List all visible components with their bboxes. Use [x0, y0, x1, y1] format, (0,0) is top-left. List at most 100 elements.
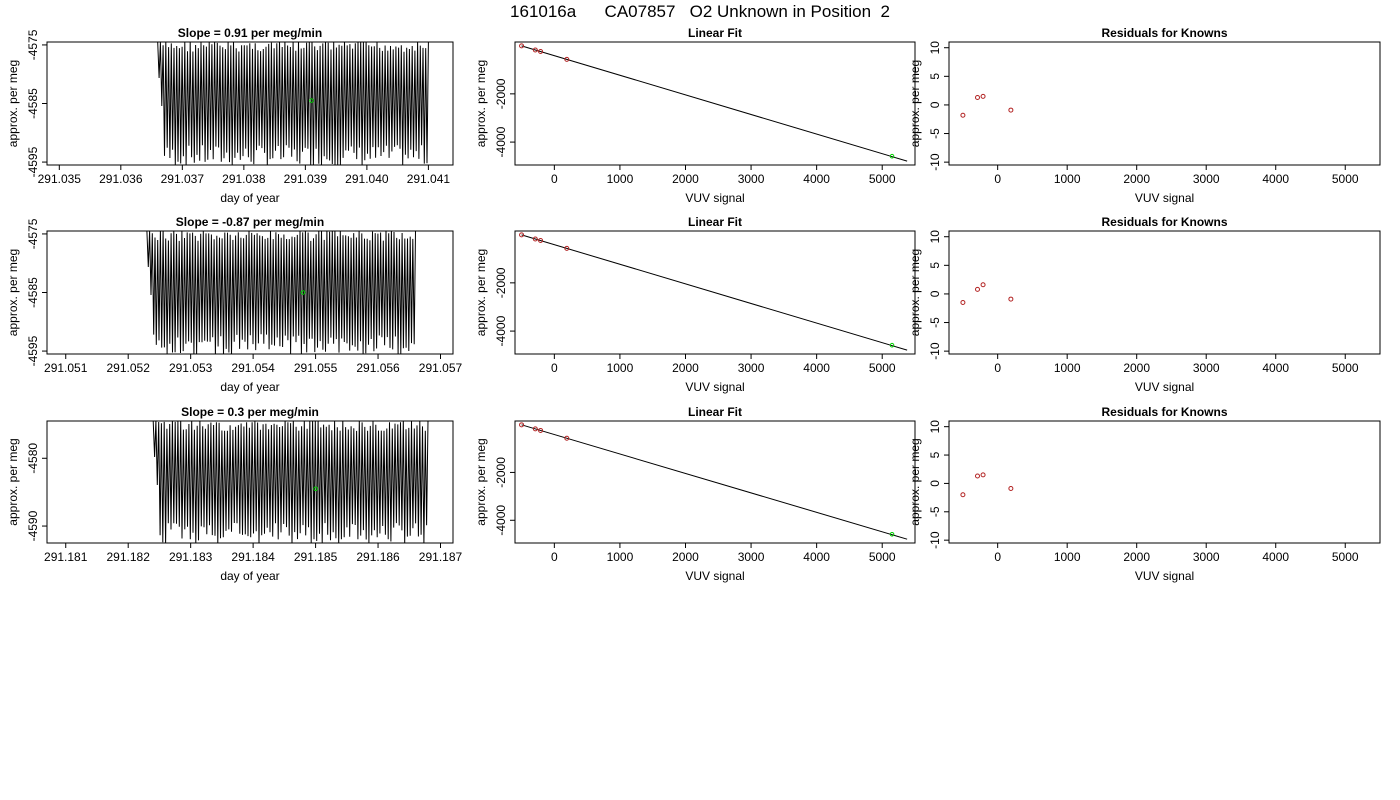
known-point — [532, 426, 538, 432]
y-tick-label: -5 — [928, 128, 942, 139]
x-tick-label: 5000 — [1332, 172, 1359, 186]
y-tick-label: 10 — [928, 230, 942, 244]
x-tick-label: 1000 — [1054, 172, 1081, 186]
unknown-point — [889, 342, 895, 348]
panel-title: Residuals for Knowns — [1101, 405, 1227, 419]
x-tick-label: 2000 — [672, 550, 699, 564]
y-axis-label: approx. per meg — [6, 60, 20, 147]
unknown-point — [889, 153, 895, 159]
x-axis-label: day of year — [220, 191, 279, 205]
known-point — [1008, 486, 1014, 492]
y-tick-label: -4595 — [26, 335, 40, 366]
y-tick-label: -4585 — [26, 277, 40, 308]
y-tick-label: -4000 — [494, 315, 508, 346]
x-tick-label: 2000 — [1123, 550, 1150, 564]
x-tick-label: 291.185 — [294, 550, 338, 564]
y-tick-label: 0 — [928, 480, 942, 487]
plot-area — [146, 231, 416, 354]
y-tick-label: 5 — [928, 262, 942, 269]
y-tick-label: 10 — [928, 41, 942, 55]
y-tick-label: 0 — [928, 101, 942, 108]
x-tick-label: 2000 — [1123, 172, 1150, 186]
x-tick-label: 4000 — [1262, 361, 1289, 375]
series-line — [157, 42, 429, 165]
panel-r0c2: Residuals for Knowns 0 1000 2000 3000 4000 500… — [908, 26, 1381, 205]
x-axis-label: VUV signal — [685, 380, 744, 394]
panel-title: Slope = 0.91 per meg/min — [178, 26, 322, 40]
plot-frame — [948, 41, 1381, 166]
unknown-mark — [300, 290, 306, 295]
known-point — [1008, 107, 1014, 113]
x-axis-label: VUV signal — [1135, 380, 1194, 394]
x-tick-label: 3000 — [1193, 550, 1220, 564]
known-point — [538, 49, 544, 55]
x-tick-label: 4000 — [1262, 550, 1289, 564]
plot-area — [519, 43, 908, 162]
panel-r0c1: Linear Fit 0 1000 2000 3000 4000 5000 -2000 -400… — [474, 26, 916, 205]
known-point — [960, 112, 966, 118]
y-tick-label: -2000 — [494, 267, 508, 298]
y-tick-label: 10 — [928, 420, 942, 434]
plot-frame — [948, 230, 1381, 355]
panel-title: Slope = 0.3 per meg/min — [181, 405, 319, 419]
known-point — [519, 43, 525, 49]
panel-title: Linear Fit — [688, 405, 742, 419]
y-tick-label: -5 — [928, 317, 942, 328]
figure-title: 161016a CA07857 O2 Unknown in Position 2 — [510, 2, 890, 21]
x-axis-label: VUV signal — [1135, 569, 1194, 583]
plot-area — [519, 232, 908, 351]
plot-frame — [514, 230, 916, 355]
x-tick-label: 0 — [994, 361, 1001, 375]
x-tick-label: 291.055 — [294, 361, 338, 375]
panel-title: Residuals for Knowns — [1101, 215, 1227, 229]
x-axis-label: day of year — [220, 380, 279, 394]
x-tick-label: 3000 — [738, 172, 765, 186]
x-tick-label: 291.041 — [407, 172, 451, 186]
x-tick-label: 3000 — [738, 550, 765, 564]
x-tick-label: 291.057 — [419, 361, 463, 375]
x-tick-label: 5000 — [1332, 361, 1359, 375]
x-tick-label: 0 — [551, 361, 558, 375]
y-tick-label: -4000 — [494, 505, 508, 536]
y-tick-label: -4585 — [26, 88, 40, 119]
y-tick-label: -10 — [928, 153, 942, 171]
x-tick-label: 5000 — [1332, 550, 1359, 564]
x-tick-label: 4000 — [803, 550, 830, 564]
y-tick-label: -10 — [928, 342, 942, 360]
x-tick-label: 1000 — [607, 550, 634, 564]
unknown-point — [889, 531, 895, 537]
panel-title: Linear Fit — [688, 26, 742, 40]
y-axis-label: approx. per meg — [474, 60, 488, 147]
panel-title: Residuals for Knowns — [1101, 26, 1227, 40]
y-tick-label: -4575 — [26, 218, 40, 249]
x-tick-label: 291.039 — [284, 172, 328, 186]
plot-area — [519, 422, 908, 540]
panel-r2c2: Residuals for Knowns 0 1000 2000 3000 4000 500… — [908, 405, 1381, 583]
plot-area — [960, 93, 1014, 118]
fit-line — [521, 234, 908, 351]
x-tick-label: 5000 — [869, 361, 896, 375]
x-tick-label: 0 — [551, 172, 558, 186]
unknown-mark — [309, 98, 314, 103]
x-tick-label: 2000 — [1123, 361, 1150, 375]
y-axis-label: approx. per meg — [6, 249, 20, 336]
known-point — [975, 94, 981, 100]
x-tick-label: 291.038 — [222, 172, 266, 186]
x-tick-label: 291.187 — [419, 550, 463, 564]
x-tick-label: 291.182 — [107, 550, 151, 564]
x-tick-label: 4000 — [803, 361, 830, 375]
plot-area — [960, 472, 1014, 498]
known-point — [1008, 296, 1014, 302]
panel-r1c1: Linear Fit 0 1000 2000 3000 4000 5000 -2000 -400… — [474, 215, 916, 394]
series-line — [146, 231, 416, 354]
known-point — [564, 435, 570, 441]
x-axis-label: VUV signal — [685, 569, 744, 583]
x-axis-label: VUV signal — [1135, 191, 1194, 205]
x-tick-label: 3000 — [1193, 172, 1220, 186]
panel-r0c0: Slope = 0.91 per meg/min 291.035 291.036 29… — [6, 26, 454, 205]
x-tick-label: 291.056 — [356, 361, 400, 375]
y-tick-label: -10 — [928, 531, 942, 549]
known-point — [519, 422, 525, 428]
x-tick-label: 291.040 — [345, 172, 389, 186]
